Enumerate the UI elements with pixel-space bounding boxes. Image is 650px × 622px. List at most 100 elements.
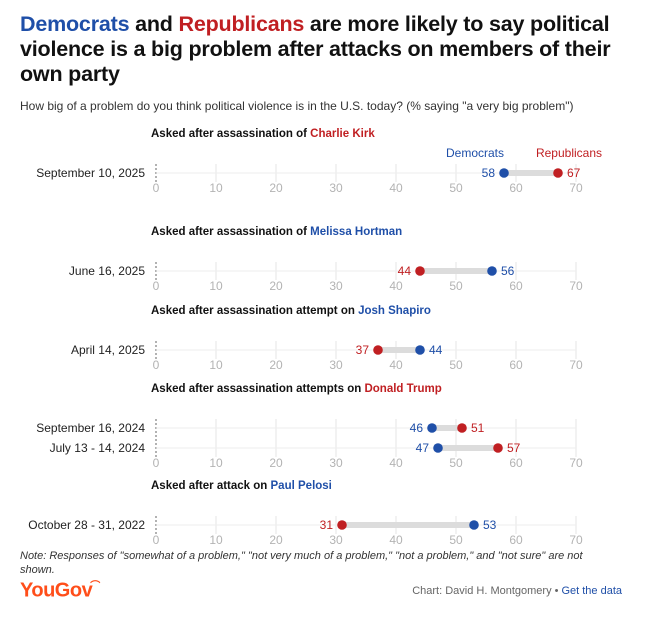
x-tick-label: 0 xyxy=(153,456,160,470)
group-header-person: Josh Shapiro xyxy=(358,305,431,317)
get-data-link[interactable]: Get the data xyxy=(561,585,622,597)
row-date-label: April 14, 2025 xyxy=(71,343,145,357)
x-tick-label: 60 xyxy=(509,279,523,293)
group-header: Asked after assassination attempts on Do… xyxy=(151,383,442,395)
republicans-point xyxy=(493,443,503,453)
x-tick-label: 60 xyxy=(509,533,523,545)
x-tick-label: 20 xyxy=(269,279,283,293)
republicans-point xyxy=(337,520,347,530)
group-header-person: Paul Pelosi xyxy=(271,480,332,492)
republicans-point xyxy=(415,266,425,276)
chart-note: Note: Responses of "somewhat of a proble… xyxy=(20,550,583,576)
chart-credit: Chart: David H. Montgomery • Get the data xyxy=(412,585,622,597)
group-header-prefix: Asked after assassination of xyxy=(151,128,310,140)
group-header: Asked after assassination of Melissa Hor… xyxy=(151,226,402,238)
credit-author: Chart: David H. Montgomery xyxy=(412,585,552,597)
row-date-label: September 10, 2025 xyxy=(36,166,145,180)
x-tick-label: 0 xyxy=(153,533,160,545)
x-tick-label: 70 xyxy=(569,279,583,293)
democrats-value-label: 56 xyxy=(501,264,515,278)
x-tick-label: 30 xyxy=(329,279,343,293)
title-and: and xyxy=(129,12,179,36)
x-tick-label: 70 xyxy=(569,456,583,470)
row-date-label: October 28 - 31, 2022 xyxy=(28,518,145,532)
x-tick-label: 50 xyxy=(449,456,463,470)
title-democrats: Democrats xyxy=(20,12,130,36)
group-header-prefix: Asked after assassination of xyxy=(151,226,310,238)
democrats-value-label: 47 xyxy=(416,441,430,455)
x-tick-label: 40 xyxy=(389,533,403,545)
democrats-value-label: 46 xyxy=(410,421,424,435)
x-tick-label: 70 xyxy=(569,358,583,372)
logo-swoosh-icon: ⌒ xyxy=(90,581,100,592)
credit-separator: • xyxy=(554,585,559,597)
x-tick-label: 10 xyxy=(209,358,223,372)
x-tick-label: 60 xyxy=(509,456,523,470)
chart-title: Democrats and Republicans are more likel… xyxy=(20,12,630,87)
democrats-value-label: 44 xyxy=(429,343,443,357)
group-header-prefix: Asked after attack on xyxy=(151,480,271,492)
x-tick-label: 60 xyxy=(509,181,523,195)
x-tick-label: 60 xyxy=(509,358,523,372)
democrats-point xyxy=(499,168,509,178)
x-tick-label: 30 xyxy=(329,456,343,470)
title-republicans: Republicans xyxy=(178,12,305,36)
republicans-value-label: 51 xyxy=(471,421,485,435)
x-tick-label: 30 xyxy=(329,533,343,545)
democrats-point xyxy=(427,423,437,433)
republicans-point xyxy=(457,423,467,433)
group-header: Asked after assassination attempt on Jos… xyxy=(151,305,431,317)
group-header-person: Charlie Kirk xyxy=(310,128,375,140)
legend-republicans: Republicans xyxy=(536,146,602,160)
democrats-value-label: 53 xyxy=(483,518,497,532)
x-tick-label: 70 xyxy=(569,533,583,545)
x-tick-label: 30 xyxy=(329,358,343,372)
x-tick-label: 0 xyxy=(153,358,160,372)
x-tick-label: 40 xyxy=(389,456,403,470)
chart-subtitle: How big of a problem do you think politi… xyxy=(20,99,574,113)
x-tick-label: 50 xyxy=(449,279,463,293)
row-date-label: June 16, 2025 xyxy=(69,264,145,278)
x-tick-label: 20 xyxy=(269,181,283,195)
group-header-prefix: Asked after assassination attempts on xyxy=(151,383,364,395)
republicans-value-label: 57 xyxy=(507,441,521,455)
x-tick-label: 50 xyxy=(449,358,463,372)
x-tick-label: 20 xyxy=(269,456,283,470)
x-tick-label: 10 xyxy=(209,533,223,545)
legend-democrats: Democrats xyxy=(446,146,504,160)
x-tick-label: 50 xyxy=(449,533,463,545)
democrats-point xyxy=(433,443,443,453)
row-date-label: July 13 - 14, 2024 xyxy=(50,441,146,455)
group-header-prefix: Asked after assassination attempt on xyxy=(151,305,358,317)
logo-text: YouGov xyxy=(20,579,93,602)
x-tick-label: 40 xyxy=(389,358,403,372)
x-tick-label: 40 xyxy=(389,279,403,293)
group-header-person: Melissa Hortman xyxy=(310,226,402,238)
x-tick-label: 70 xyxy=(569,181,583,195)
x-tick-label: 10 xyxy=(209,456,223,470)
democrats-point xyxy=(415,345,425,355)
x-tick-label: 0 xyxy=(153,181,160,195)
republicans-point xyxy=(553,168,563,178)
x-tick-label: 50 xyxy=(449,181,463,195)
republicans-value-label: 67 xyxy=(567,166,581,180)
x-tick-label: 30 xyxy=(329,181,343,195)
x-tick-label: 10 xyxy=(209,181,223,195)
x-tick-label: 0 xyxy=(153,279,160,293)
title-rest: are more likely to say political violenc… xyxy=(20,12,611,86)
group-header-person: Donald Trump xyxy=(364,383,441,395)
group-header: Asked after attack on Paul Pelosi xyxy=(151,480,332,492)
republicans-point xyxy=(373,345,383,355)
x-tick-label: 10 xyxy=(209,279,223,293)
yougov-logo: YouGov⌒ xyxy=(20,577,100,603)
democrats-point xyxy=(469,520,479,530)
x-tick-label: 40 xyxy=(389,181,403,195)
row-date-label: September 16, 2024 xyxy=(36,421,145,435)
republicans-value-label: 44 xyxy=(398,264,412,278)
dumbbell-chart: Asked after assassination of Charlie Kir… xyxy=(28,128,602,545)
democrats-point xyxy=(487,266,497,276)
group-header: Asked after assassination of Charlie Kir… xyxy=(151,128,375,140)
x-tick-label: 20 xyxy=(269,533,283,545)
democrats-value-label: 58 xyxy=(482,166,496,180)
x-tick-label: 20 xyxy=(269,358,283,372)
